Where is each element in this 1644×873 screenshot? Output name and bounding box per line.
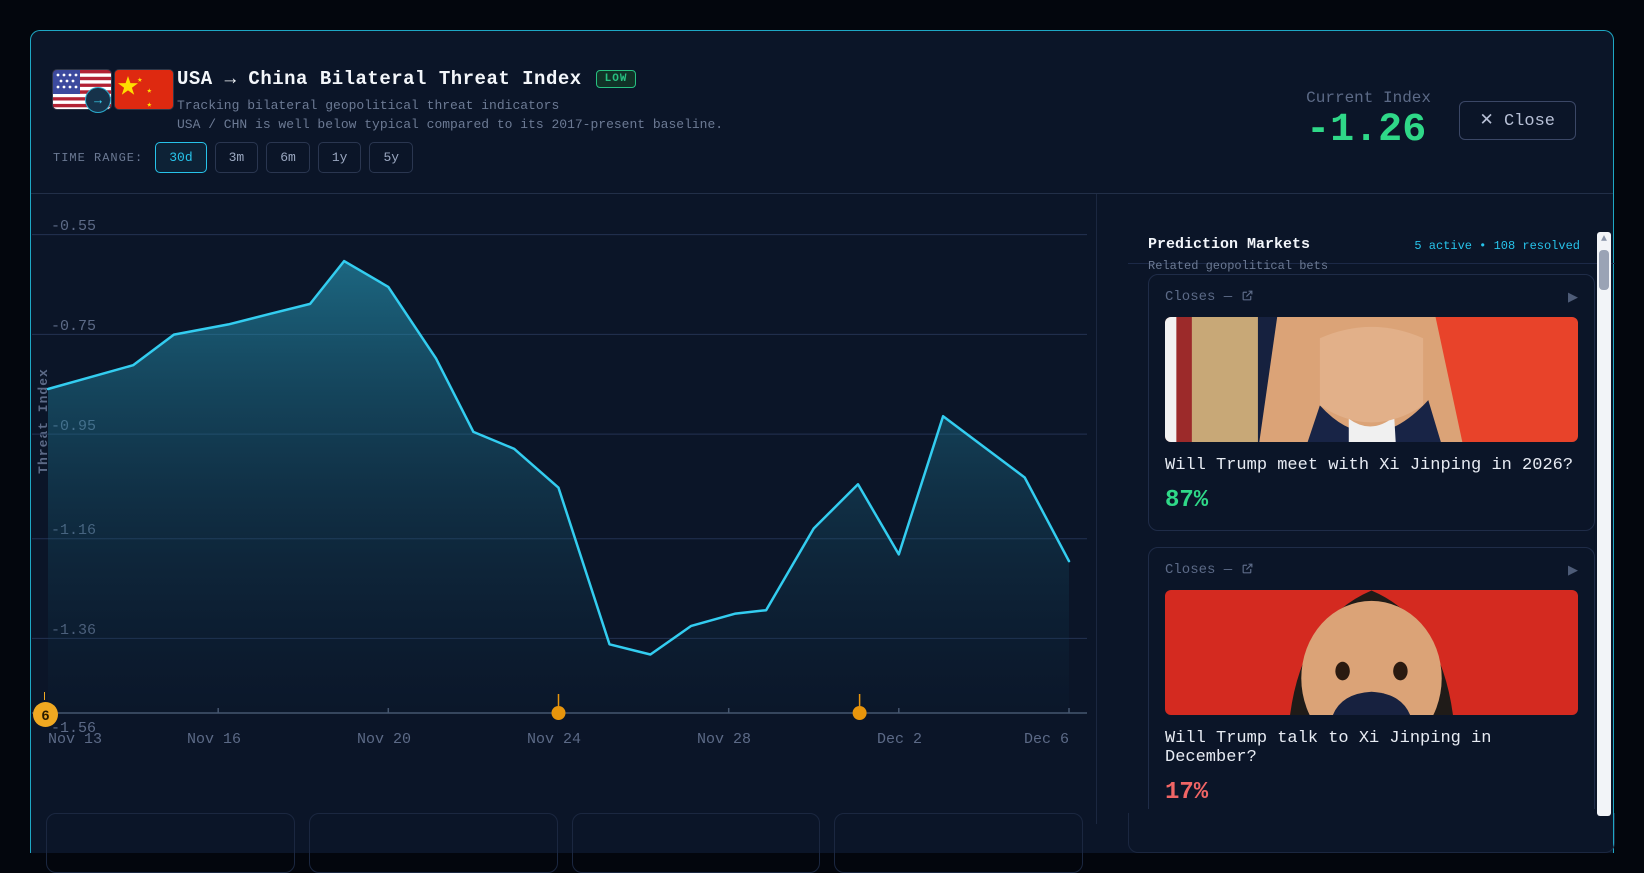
svg-text:Nov 16: Nov 16 xyxy=(187,731,241,748)
svg-text:Nov 24: Nov 24 xyxy=(527,731,581,748)
svg-text:Nov 13: Nov 13 xyxy=(48,731,102,748)
svg-text:Nov 28: Nov 28 xyxy=(697,731,751,748)
svg-text:Dec 2: Dec 2 xyxy=(877,731,922,748)
svg-text:Dec 6: Dec 6 xyxy=(1024,731,1069,748)
svg-text:-0.55: -0.55 xyxy=(51,218,96,235)
svg-text:-0.75: -0.75 xyxy=(51,318,96,335)
svg-text:Nov 20: Nov 20 xyxy=(357,731,411,748)
